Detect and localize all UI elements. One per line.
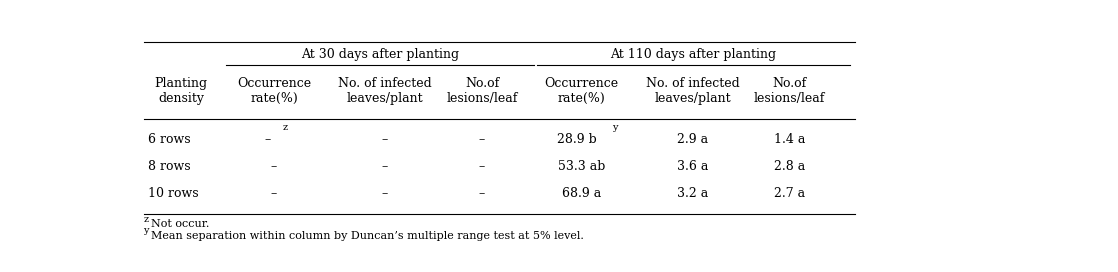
Text: 1.4 a: 1.4 a [774, 133, 805, 146]
Text: 28.9 b: 28.9 b [558, 133, 597, 146]
Text: 2.9 a: 2.9 a [678, 133, 708, 146]
Text: Mean separation within column by Duncan’s multiple range test at 5% level.: Mean separation within column by Duncan’… [151, 231, 584, 241]
Text: 2.7 a: 2.7 a [774, 187, 805, 200]
Text: –: – [479, 133, 485, 146]
Text: –: – [264, 133, 271, 146]
Text: –: – [382, 160, 388, 173]
Text: –: – [271, 160, 277, 173]
Text: y: y [143, 226, 149, 235]
Text: 2.8 a: 2.8 a [774, 160, 805, 173]
Text: 53.3 ab: 53.3 ab [558, 160, 605, 173]
Text: 6 rows: 6 rows [149, 133, 191, 146]
Text: –: – [479, 160, 485, 173]
Text: Planting
density: Planting density [154, 77, 208, 105]
Text: z: z [143, 215, 149, 224]
Text: 8 rows: 8 rows [149, 160, 191, 173]
Text: No. of infected
leaves/plant: No. of infected leaves/plant [338, 77, 432, 105]
Text: –: – [271, 187, 277, 200]
Text: y: y [612, 123, 617, 132]
Text: –: – [382, 133, 388, 146]
Text: Not occur.: Not occur. [151, 219, 209, 229]
Text: –: – [382, 187, 388, 200]
Text: At 110 days after planting: At 110 days after planting [610, 48, 777, 61]
Text: No. of infected
leaves/plant: No. of infected leaves/plant [646, 77, 739, 105]
Text: 3.6 a: 3.6 a [676, 160, 708, 173]
Text: At 30 days after planting: At 30 days after planting [301, 48, 459, 61]
Text: Occurrence
rate(%): Occurrence rate(%) [237, 77, 311, 105]
Text: 68.9 a: 68.9 a [562, 187, 601, 200]
Text: 10 rows: 10 rows [149, 187, 199, 200]
Text: No.of
lesions/leaf: No.of lesions/leaf [446, 77, 518, 105]
Text: No.of
lesions/leaf: No.of lesions/leaf [754, 77, 825, 105]
Text: Occurrence
rate(%): Occurrence rate(%) [544, 77, 618, 105]
Text: z: z [283, 123, 287, 132]
Text: 3.2 a: 3.2 a [676, 187, 708, 200]
Text: –: – [479, 187, 485, 200]
